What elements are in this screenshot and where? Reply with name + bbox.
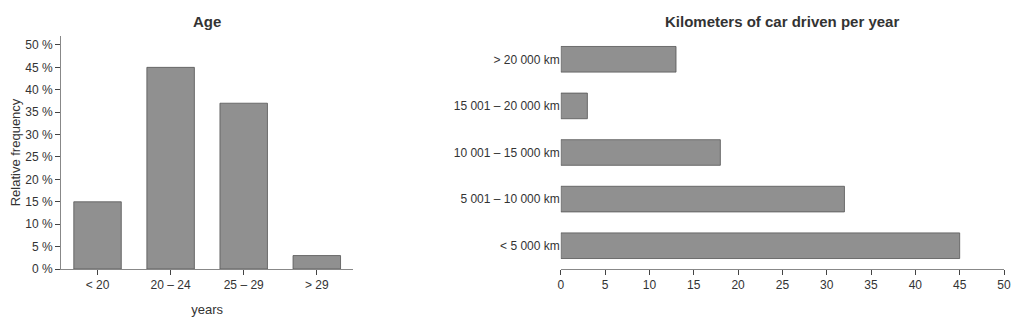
svg-text:15 %: 15 %: [25, 195, 53, 209]
svg-text:30: 30: [820, 278, 834, 292]
svg-text:> 29: > 29: [305, 278, 329, 292]
svg-text:years: years: [191, 302, 223, 317]
svg-text:10 %: 10 %: [25, 217, 53, 231]
svg-text:20 %: 20 %: [25, 173, 53, 187]
svg-text:45: 45: [953, 278, 967, 292]
svg-text:25: 25: [776, 278, 790, 292]
svg-text:0 %: 0 %: [32, 262, 53, 276]
svg-text:Kilometers of car driven per y: Kilometers of car driven per year: [665, 13, 899, 30]
svg-text:5 %: 5 %: [32, 240, 53, 254]
svg-text:< 20: < 20: [86, 278, 110, 292]
svg-text:15: 15: [687, 278, 701, 292]
svg-text:50 %: 50 %: [25, 38, 53, 52]
svg-text:25 %: 25 %: [25, 150, 53, 164]
svg-text:0: 0: [557, 278, 564, 292]
svg-text:45 %: 45 %: [25, 61, 53, 75]
svg-text:40 %: 40 %: [25, 83, 53, 97]
svg-text:Age: Age: [193, 13, 221, 30]
svg-text:35 %: 35 %: [25, 105, 53, 119]
svg-text:35: 35: [864, 278, 878, 292]
svg-text:10: 10: [643, 278, 657, 292]
svg-text:< 5 000 km: < 5 000 km: [500, 239, 560, 253]
svg-text:15 001 – 20 000 km: 15 001 – 20 000 km: [454, 99, 560, 113]
svg-text:10 001 – 15 000 km: 10 001 – 15 000 km: [454, 146, 560, 160]
svg-text:20: 20: [731, 278, 745, 292]
svg-text:5 001 – 10 000 km: 5 001 – 10 000 km: [460, 192, 559, 206]
svg-text:> 20 000 km: > 20 000 km: [493, 53, 559, 67]
svg-text:25 – 29: 25 – 29: [224, 278, 264, 292]
svg-text:5: 5: [602, 278, 609, 292]
svg-text:Relative frequency: Relative frequency: [8, 98, 23, 206]
svg-text:30 %: 30 %: [25, 128, 53, 142]
svg-text:20 – 24: 20 – 24: [151, 278, 191, 292]
svg-text:40: 40: [909, 278, 923, 292]
svg-text:50: 50: [997, 278, 1011, 292]
